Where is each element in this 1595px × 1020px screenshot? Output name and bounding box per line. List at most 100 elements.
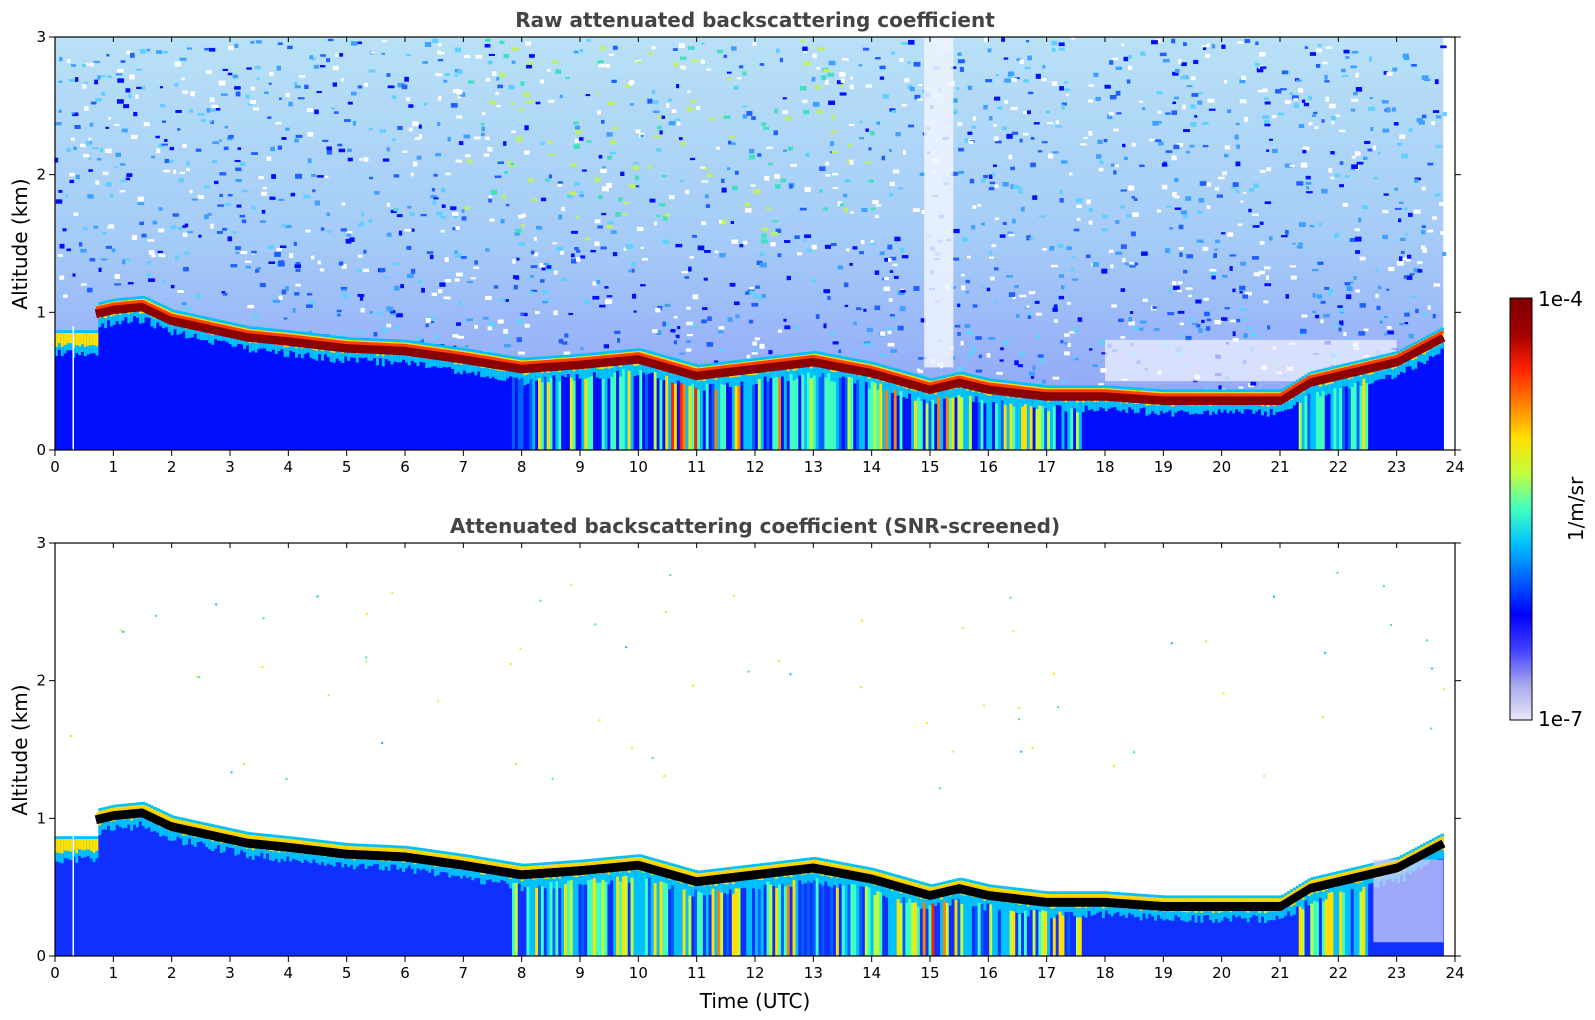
noise-pixel xyxy=(1038,357,1044,363)
noise-pixel xyxy=(805,152,810,158)
noise-pixel xyxy=(504,171,509,174)
signal-column xyxy=(188,821,192,956)
noise-pixel xyxy=(1023,111,1028,115)
signal-column xyxy=(656,868,661,956)
noise-pixel xyxy=(381,327,386,333)
noise-pixel xyxy=(1214,248,1218,251)
noise-pixel xyxy=(1434,79,1439,85)
signal-column xyxy=(514,359,519,450)
noise-pixel xyxy=(1199,240,1204,243)
signal-column xyxy=(164,309,169,450)
signal-column xyxy=(1183,898,1187,956)
signal-column xyxy=(838,365,843,450)
noise-pixel xyxy=(82,227,88,231)
sparse-point xyxy=(365,656,368,659)
signal-column xyxy=(1203,898,1207,956)
signal-column xyxy=(699,373,704,450)
signal-column xyxy=(150,302,154,450)
noise-pixel xyxy=(1334,114,1340,117)
noise-pixel xyxy=(435,152,442,157)
noise-pixel xyxy=(1033,122,1040,125)
noise-pixel xyxy=(368,219,373,223)
noise-pixel xyxy=(1242,191,1247,194)
noise-pixel xyxy=(418,134,423,140)
signal-column xyxy=(399,848,403,956)
signal-column xyxy=(552,358,556,450)
x-axis-ticks-top: 0 1 2 3 4 5 6 7 8 9 10 11 12 13 14 15 16 17 18 19 20 21 22 23 24 xyxy=(50,37,1465,476)
signal-column xyxy=(135,299,140,450)
noise-pixel xyxy=(599,304,606,308)
noise-pixel xyxy=(391,95,397,99)
signal-column xyxy=(514,872,519,956)
noise-pixel xyxy=(1088,220,1093,225)
noise-pixel xyxy=(295,283,301,287)
noise-pixel xyxy=(1042,65,1046,69)
noise-pixel xyxy=(1045,110,1050,114)
noise-pixel xyxy=(439,51,445,55)
signal-column xyxy=(815,360,820,450)
signal-column xyxy=(1032,899,1037,956)
signal-column xyxy=(526,360,530,450)
noise-pixel xyxy=(613,126,618,130)
noise-pixel xyxy=(151,254,157,258)
noise-pixel xyxy=(981,222,985,226)
layer-fringe-inner xyxy=(55,332,59,347)
signal-column xyxy=(948,383,953,450)
noise-pixel xyxy=(312,57,316,61)
noise-pixel xyxy=(965,279,970,284)
noise-pixel xyxy=(485,295,492,301)
noise-pixel xyxy=(677,325,681,330)
noise-pixel xyxy=(1183,214,1188,220)
noise-pixel xyxy=(1205,326,1211,331)
noise-pixel xyxy=(1173,96,1179,100)
signal-column xyxy=(1038,393,1042,450)
signal-column xyxy=(948,882,953,956)
noise-pixel xyxy=(1258,89,1263,93)
noise-pixel xyxy=(467,80,475,84)
noise-pixel xyxy=(658,203,666,207)
noise-pixel xyxy=(1070,267,1075,272)
signal-column xyxy=(277,837,282,956)
noise-pixel xyxy=(295,134,303,138)
noise-pixel xyxy=(609,140,617,145)
noise-pixel xyxy=(596,279,600,285)
noise-pixel xyxy=(1342,203,1349,207)
noise-pixel xyxy=(319,65,326,68)
signal-column xyxy=(786,869,791,956)
signal-column xyxy=(549,871,554,956)
sparse-point xyxy=(195,675,198,678)
noise-pixel xyxy=(356,268,362,273)
noise-pixel xyxy=(511,47,519,51)
noise-pixel xyxy=(1316,294,1323,299)
noise-pixel xyxy=(812,53,817,59)
sparse-point xyxy=(1426,639,1429,642)
noise-pixel xyxy=(251,250,257,254)
sparse-point xyxy=(242,762,245,765)
noise-pixel xyxy=(759,252,765,257)
signal-column xyxy=(1428,336,1433,450)
noise-pixel xyxy=(530,250,535,255)
noise-pixel xyxy=(1354,151,1361,156)
signal-column xyxy=(864,363,869,450)
noise-pixel xyxy=(701,319,707,324)
noise-pixel xyxy=(306,304,313,308)
signal-column xyxy=(1116,894,1120,956)
noise-pixel xyxy=(1392,67,1398,72)
noise-pixel xyxy=(597,60,604,65)
noise-pixel xyxy=(1156,209,1162,213)
noise-pixel xyxy=(418,124,422,129)
signal-column xyxy=(734,875,739,956)
noise-pixel xyxy=(870,240,874,244)
noise-pixel xyxy=(1101,352,1108,355)
noise-pixel xyxy=(635,129,641,134)
signal-column xyxy=(109,302,114,450)
noise-pixel xyxy=(416,155,422,160)
noise-pixel xyxy=(1370,126,1374,132)
noise-pixel xyxy=(420,213,427,217)
noise-pixel xyxy=(887,326,893,331)
noise-pixel xyxy=(647,98,653,104)
noise-pixel xyxy=(966,331,973,335)
signal-column xyxy=(1252,392,1256,450)
noise-pixel xyxy=(281,289,287,295)
signal-column xyxy=(1162,898,1167,956)
